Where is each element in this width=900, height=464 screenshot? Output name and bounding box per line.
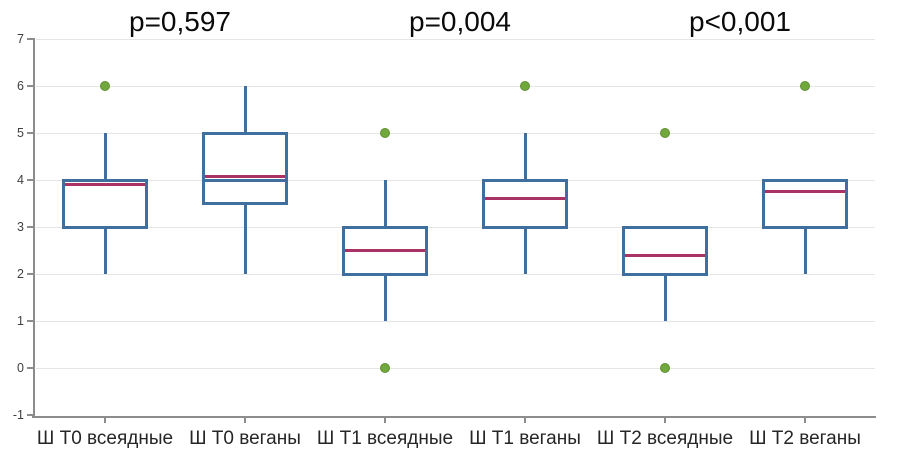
box-rect <box>202 131 288 205</box>
x-axis-tick <box>524 418 526 423</box>
outlier-dot <box>380 363 390 373</box>
x-axis-tick <box>384 418 386 423</box>
y-tick-label: 7 <box>17 32 24 46</box>
y-tick-label: -1 <box>12 408 24 422</box>
median-line <box>625 253 705 257</box>
lower-whisker <box>663 274 667 321</box>
x-axis-tick <box>244 418 246 423</box>
outlier-dot <box>520 81 530 91</box>
h-gridline <box>36 227 875 228</box>
box-rect <box>622 225 708 276</box>
x-axis-tick <box>664 418 666 423</box>
lower-whisker <box>103 227 107 274</box>
h-gridline <box>36 39 875 40</box>
x-axis-line <box>32 416 876 418</box>
h-gridline <box>36 180 875 181</box>
lower-whisker <box>803 227 807 274</box>
y-tick-label: 1 <box>17 314 24 328</box>
x-category-label: Ш Т1 веганы <box>469 428 581 449</box>
blue-inner-line <box>205 178 285 182</box>
outlier-dot <box>660 128 670 138</box>
h-gridline <box>36 274 875 275</box>
y-tick-label: 6 <box>17 79 24 93</box>
outlier-dot <box>100 81 110 91</box>
median-line <box>765 190 845 194</box>
y-axis-tick <box>27 367 33 369</box>
h-gridline <box>36 368 875 369</box>
x-category-label: Ш Т2 веганы <box>749 428 861 449</box>
outlier-dot <box>800 81 810 91</box>
lower-whisker <box>243 203 247 274</box>
y-axis-tick <box>27 85 33 87</box>
x-category-label: Ш Т1 всеядные <box>316 428 454 449</box>
y-tick-label: 4 <box>17 173 24 187</box>
box-rect <box>62 178 148 229</box>
median-line <box>485 197 565 201</box>
p-value-label: p=0,597 <box>129 6 231 37</box>
h-gridline <box>36 133 875 134</box>
y-axis-tick <box>27 414 33 416</box>
y-tick-label: 0 <box>17 361 24 375</box>
median-line <box>345 249 425 252</box>
x-axis-tick <box>104 418 106 423</box>
box-rect <box>762 178 848 229</box>
outlier-dot <box>660 363 670 373</box>
h-gridline <box>36 321 875 322</box>
x-category-label: Ш Т2 всеядные <box>596 428 734 449</box>
p-value-label: p<0,001 <box>689 6 791 37</box>
x-axis-tick <box>804 418 806 423</box>
y-axis-line <box>33 38 35 417</box>
median-line <box>65 183 145 187</box>
upper-whisker <box>243 86 247 133</box>
y-tick-label: 5 <box>17 126 24 140</box>
median-line <box>205 175 285 179</box>
y-axis-tick <box>27 132 33 134</box>
upper-whisker <box>383 180 387 227</box>
y-axis-tick <box>27 38 33 40</box>
y-tick-label: 3 <box>17 220 24 234</box>
outlier-dot <box>380 128 390 138</box>
y-tick-label: 2 <box>17 267 24 281</box>
upper-whisker <box>523 133 527 180</box>
lower-whisker <box>383 274 387 321</box>
upper-whisker <box>103 133 107 180</box>
y-axis-tick <box>27 320 33 322</box>
y-axis-tick <box>27 273 33 275</box>
lower-whisker <box>523 227 527 274</box>
box-rect <box>482 178 568 229</box>
y-axis-tick <box>27 226 33 228</box>
x-category-label: Ш Т0 всеядные <box>36 428 174 449</box>
h-gridline <box>36 86 875 87</box>
p-value-label: p=0,004 <box>409 6 511 37</box>
x-category-label: Ш Т0 веганы <box>189 428 301 449</box>
y-axis-tick <box>27 179 33 181</box>
